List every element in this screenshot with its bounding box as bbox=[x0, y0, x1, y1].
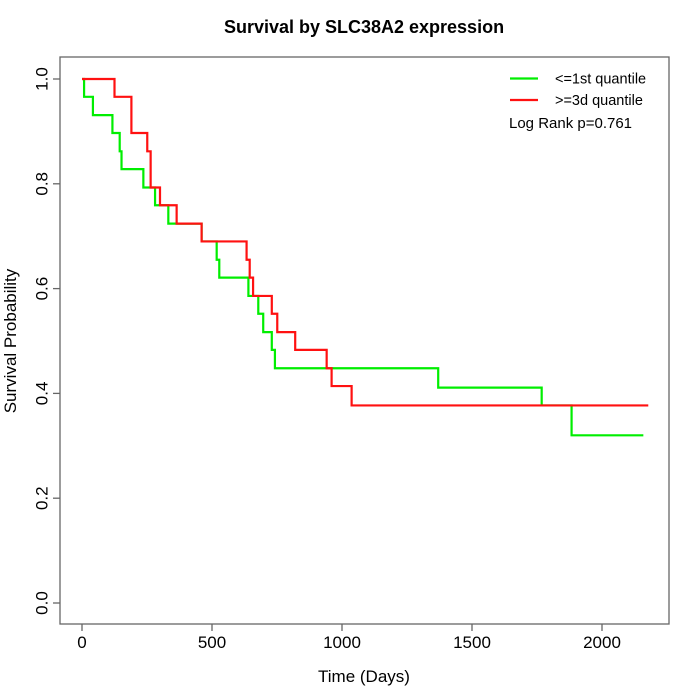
survival-curve-low-quantile bbox=[82, 77, 644, 437]
x-axis-label: Time (Days) bbox=[318, 667, 410, 686]
x-tick-label: 500 bbox=[198, 633, 226, 652]
legend-label: >=3d quantile bbox=[555, 93, 643, 109]
y-tick-label: 0.4 bbox=[33, 382, 52, 406]
legend: <=1st quantile >=3d quantile bbox=[510, 72, 646, 109]
plot-box bbox=[59, 56, 670, 625]
y-axis-ticks: 0.0 0.2 0.4 0.6 0.8 1.0 bbox=[33, 67, 60, 615]
x-tick-label: 0 bbox=[77, 633, 86, 652]
y-tick-label: 0.8 bbox=[33, 172, 52, 196]
y-tick-label: 1.0 bbox=[33, 67, 52, 91]
x-tick-label: 1000 bbox=[323, 633, 361, 652]
survival-curves bbox=[82, 77, 649, 437]
chart-title: Survival by SLC38A2 expression bbox=[224, 17, 504, 37]
log-rank-annotation: Log Rank p=0.761 bbox=[509, 115, 632, 132]
y-tick-label: 0.2 bbox=[33, 486, 52, 510]
y-axis-label: Survival Probability bbox=[1, 268, 20, 413]
x-axis-ticks: 0 500 1000 1500 2000 bbox=[77, 624, 621, 652]
x-tick-label: 2000 bbox=[583, 633, 621, 652]
survival-curve-high-quantile bbox=[82, 77, 649, 407]
y-tick-label: 0.6 bbox=[33, 277, 52, 301]
x-tick-label: 1500 bbox=[453, 633, 491, 652]
legend-label: <=1st quantile bbox=[555, 72, 646, 88]
y-tick-label: 0.0 bbox=[33, 591, 52, 615]
